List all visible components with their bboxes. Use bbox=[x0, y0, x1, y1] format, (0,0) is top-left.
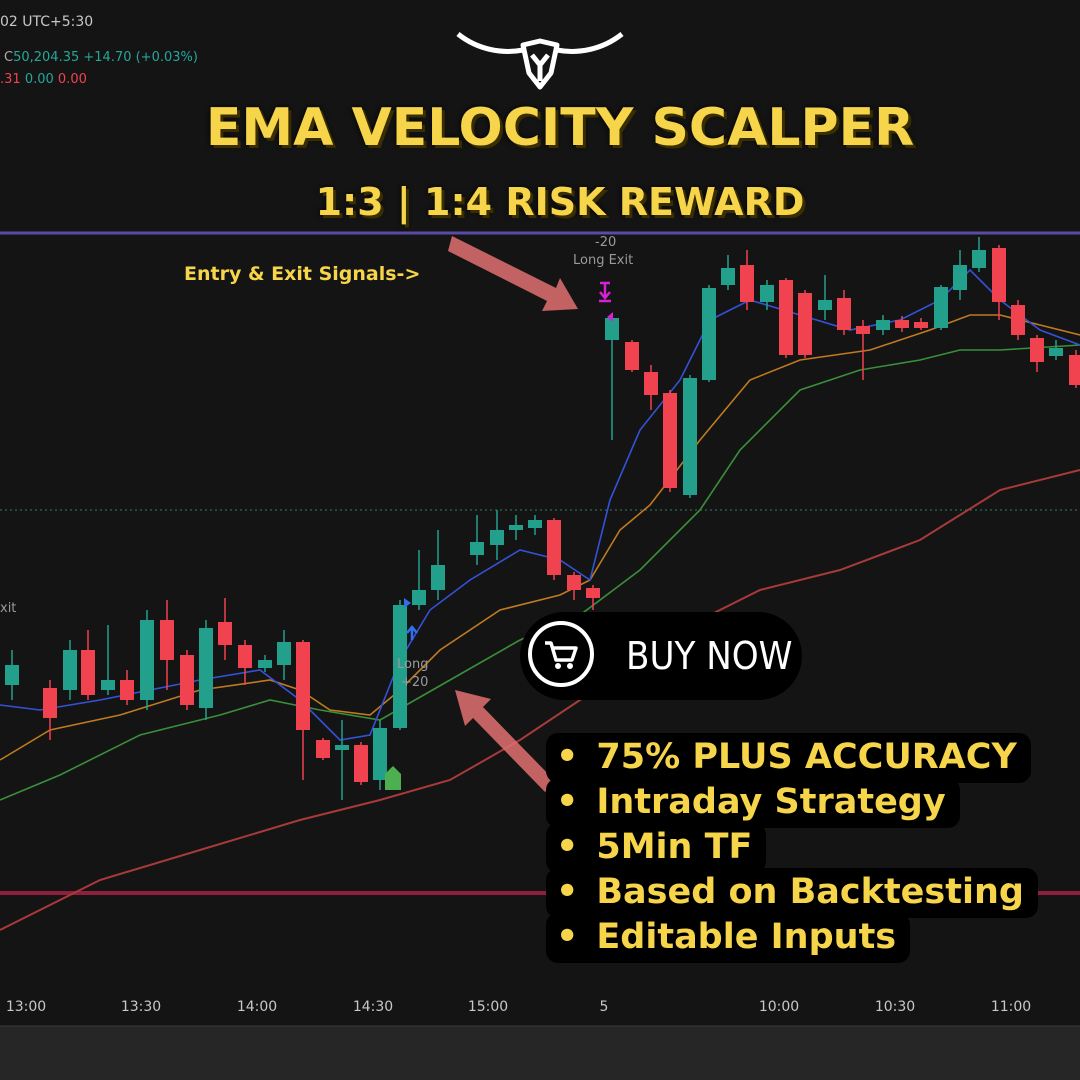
timestamp: 02 UTC+5:30 bbox=[0, 14, 94, 30]
candle-bodies-down bbox=[43, 248, 1080, 782]
feature: 5Min TF bbox=[546, 823, 767, 873]
x-tick-label: 5 bbox=[599, 999, 609, 1015]
x-tick-label: 13:00 bbox=[5, 999, 47, 1015]
feature: Based on Backtesting bbox=[546, 868, 1038, 918]
x-tick-label: 14:30 bbox=[352, 999, 394, 1015]
subtitle: 1:3 | 1:4 RISK REWARD bbox=[315, 180, 805, 224]
cart-wheel bbox=[555, 663, 561, 669]
x-tick-label: 14:00 bbox=[236, 999, 278, 1015]
exit-flag bbox=[607, 312, 613, 322]
ema-slow bbox=[0, 469, 1080, 931]
exit-label: Long Exit bbox=[573, 253, 634, 268]
entry-label: Long bbox=[397, 657, 429, 672]
arrow-top bbox=[448, 236, 578, 311]
buy-now-label[interactable]: BUY NOW bbox=[626, 634, 793, 678]
indicator-c: 0.00 bbox=[57, 72, 87, 87]
x-tick-label: 15:00 bbox=[467, 999, 509, 1015]
x-tick-label: 10:30 bbox=[874, 999, 916, 1015]
close-label: C bbox=[4, 50, 14, 65]
feature: Intraday Strategy bbox=[546, 778, 960, 828]
entry-flag bbox=[404, 598, 411, 608]
feature: 75% PLUS ACCURACY bbox=[546, 733, 1031, 783]
left-exit-label: xit bbox=[0, 601, 17, 616]
exit-qty: -20 bbox=[595, 235, 617, 250]
buy-marker bbox=[385, 766, 401, 790]
feature: Editable Inputs bbox=[546, 913, 911, 963]
logo-head bbox=[520, 38, 560, 90]
indicator-a: .31 bbox=[0, 72, 21, 87]
x-tick-label: 11:00 bbox=[990, 999, 1032, 1015]
cart-outline bbox=[545, 641, 578, 662]
x-tick-label: 13:30 bbox=[120, 999, 162, 1015]
time-axis bbox=[0, 990, 1080, 1026]
buy-now-button[interactable]: BUY NOW bbox=[520, 612, 802, 700]
arrow-bottom bbox=[455, 690, 555, 792]
exit-marker bbox=[599, 281, 611, 303]
cart-icon bbox=[545, 641, 578, 669]
ohlc: C50,204.35 +14.70 (+0.03%) bbox=[0, 50, 198, 65]
entry-qty: +20 bbox=[401, 675, 429, 690]
entry-marker bbox=[406, 625, 418, 640]
indicator-values: .31 0.00 0.00 bbox=[0, 72, 87, 87]
logo-horns bbox=[456, 32, 624, 54]
signals-note: Entry & Exit Signals-> bbox=[184, 263, 421, 285]
title: EMA VELOCITY SCALPER bbox=[205, 98, 915, 158]
bottom-bar bbox=[0, 1026, 1080, 1080]
x-tick-label: 10:00 bbox=[758, 999, 800, 1015]
indicator-b: 0.00 bbox=[24, 72, 54, 87]
cart-wheel bbox=[567, 663, 573, 669]
cart-icon-ring bbox=[528, 621, 594, 687]
logo bbox=[456, 32, 624, 90]
close-value: 50,204.35 +14.70 (+0.03%) bbox=[13, 50, 198, 65]
ema-velocity bbox=[0, 268, 1080, 741]
